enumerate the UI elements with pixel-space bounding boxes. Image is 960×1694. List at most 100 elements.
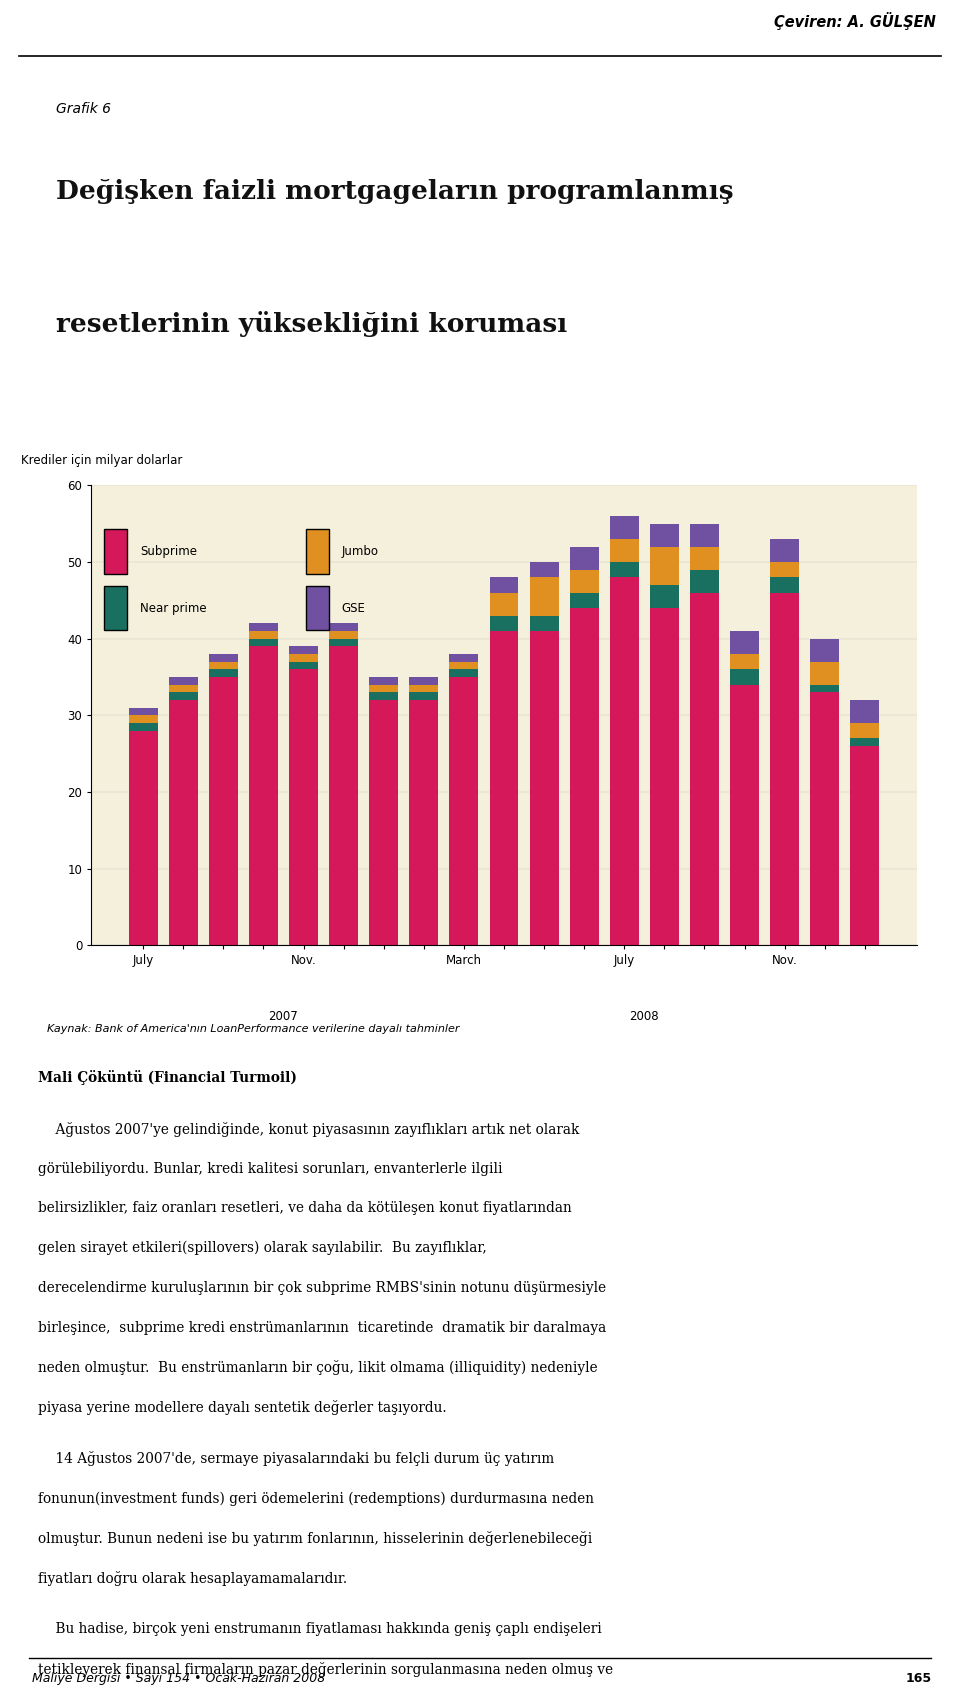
Bar [370, 700, 398, 945]
Bar [449, 662, 478, 669]
Bar [810, 639, 839, 662]
Bar [329, 647, 358, 945]
Bar [731, 684, 759, 945]
Text: 165: 165 [905, 1672, 931, 1686]
Bar [169, 678, 198, 684]
Bar [650, 523, 679, 547]
Text: resetlerinin yüksekliğini koruması: resetlerinin yüksekliğini koruması [56, 310, 567, 337]
Bar [169, 700, 198, 945]
FancyBboxPatch shape [305, 586, 329, 630]
Text: GSE: GSE [342, 601, 366, 615]
Text: olmuştur. Bunun nedeni ise bu yatırım fonlarının, hisselerinin değerlenebileceği: olmuştur. Bunun nedeni ise bu yatırım fo… [38, 1531, 592, 1547]
Bar [610, 539, 638, 562]
Bar [610, 562, 638, 578]
Text: Jumbo: Jumbo [342, 545, 378, 557]
Bar [731, 630, 759, 654]
Bar [770, 539, 799, 562]
Bar [490, 630, 518, 945]
Bar [690, 547, 719, 569]
Text: fiyatları doğru olarak hesaplayamamalarıdır.: fiyatları doğru olarak hesaplayamamaları… [38, 1570, 348, 1586]
Bar [810, 693, 839, 945]
Text: Değişken faizli mortgageların programlanmış: Değişken faizli mortgageların programlan… [56, 180, 733, 203]
Text: Krediler için milyar dolarlar: Krediler için milyar dolarlar [21, 454, 182, 468]
Bar [490, 615, 518, 630]
Text: Subprime: Subprime [140, 545, 197, 557]
Text: birleşince,  subprime kredi enstrümanlarının  ticaretinde  dramatik bir daralmay: birleşince, subprime kredi enstrümanları… [38, 1321, 607, 1335]
Bar [530, 630, 559, 945]
Bar [169, 684, 198, 693]
Text: görülebiliyordu. Bunlar, kredi kalitesi sorunları, envanterlerle ilgili: görülebiliyordu. Bunlar, kredi kalitesi … [38, 1162, 503, 1176]
Text: neden olmuştur.  Bu enstrümanların bir çoğu, likit olmama (illiquidity) nedeniyl: neden olmuştur. Bu enstrümanların bir ço… [38, 1360, 598, 1376]
Bar [650, 608, 679, 945]
Bar [569, 608, 599, 945]
Bar [490, 578, 518, 593]
Text: piyasa yerine modellere dayalı sentetik değerler taşıyordu.: piyasa yerine modellere dayalı sentetik … [38, 1399, 447, 1414]
Bar [851, 745, 879, 945]
Bar [409, 684, 439, 693]
Text: gelen sirayet etkileri(spillovers) olarak sayılabilir.  Bu zayıflıklar,: gelen sirayet etkileri(spillovers) olara… [38, 1242, 487, 1255]
Bar [530, 615, 559, 630]
FancyBboxPatch shape [305, 529, 329, 574]
FancyBboxPatch shape [105, 529, 128, 574]
Text: Kaynak: Bank of America'nın LoanPerformance verilerine dayalı tahminler: Kaynak: Bank of America'nın LoanPerforma… [47, 1023, 459, 1033]
Text: Bu hadise, birçok yeni enstrumanın fiyatlaması hakkında geniş çaplı endişeleri: Bu hadise, birçok yeni enstrumanın fiyat… [38, 1623, 602, 1636]
Bar [289, 647, 318, 654]
Bar [449, 678, 478, 945]
Bar [289, 662, 318, 669]
Bar [851, 723, 879, 739]
Bar [530, 562, 559, 578]
Bar [449, 654, 478, 662]
Text: Maliye Dergisi • Sayı 154 • Ocak-Haziran 2008: Maliye Dergisi • Sayı 154 • Ocak-Haziran… [32, 1672, 324, 1686]
Bar [289, 669, 318, 945]
Bar [129, 723, 157, 730]
Bar [569, 547, 599, 569]
Text: Grafik 6: Grafik 6 [56, 102, 111, 117]
Text: Ağustos 2007'ye gelindiğinde, konut piyasasının zayıflıkları artık net olarak: Ağustos 2007'ye gelindiğinde, konut piya… [38, 1121, 580, 1137]
Text: Çeviren: A. GÜLŞEN: Çeviren: A. GÜLŞEN [774, 12, 936, 30]
Bar [409, 700, 439, 945]
Text: 2008: 2008 [630, 1010, 660, 1023]
Bar [249, 639, 277, 647]
Text: derecelendirme kuruluşlarının bir çok subprime RMBS'sinin notunu düşürmesiyle: derecelendirme kuruluşlarının bir çok su… [38, 1281, 607, 1294]
Bar [409, 693, 439, 700]
Bar [370, 693, 398, 700]
Text: belirsizlikler, faiz oranları resetleri, ve daha da kötüleşen konut fiyatlarında: belirsizlikler, faiz oranları resetleri,… [38, 1201, 572, 1215]
Bar [129, 715, 157, 723]
Bar [690, 593, 719, 945]
Text: fonunun(investment funds) geri ödemelerini (redemptions) durdurmasına neden: fonunun(investment funds) geri ödemeleri… [38, 1491, 594, 1506]
Bar [851, 700, 879, 723]
Bar [449, 669, 478, 678]
Text: 14 Ağustos 2007'de, sermaye piyasalarındaki bu felçli durum üç yatırım: 14 Ağustos 2007'de, sermaye piyasalarınd… [38, 1452, 555, 1467]
Bar [490, 593, 518, 615]
Bar [129, 708, 157, 715]
Bar [209, 654, 238, 662]
Bar [690, 523, 719, 547]
FancyBboxPatch shape [105, 586, 128, 630]
Bar [650, 584, 679, 608]
Bar [249, 630, 277, 639]
Bar [610, 578, 638, 945]
Bar [610, 517, 638, 539]
Bar [770, 578, 799, 593]
Bar [209, 678, 238, 945]
Bar [569, 593, 599, 608]
Bar [650, 547, 679, 584]
Bar [731, 654, 759, 669]
Bar [329, 639, 358, 647]
Bar [690, 569, 719, 593]
Bar [209, 662, 238, 669]
Bar [810, 684, 839, 693]
Bar [409, 678, 439, 684]
Text: 2007: 2007 [269, 1010, 299, 1023]
Bar [731, 669, 759, 684]
Bar [851, 739, 879, 745]
Text: tetikleyerek finansal firmaların pazar değerlerinin sorgulanmasına neden olmuş v: tetikleyerek finansal firmaların pazar d… [38, 1662, 613, 1677]
Bar [249, 647, 277, 945]
Text: Near prime: Near prime [140, 601, 206, 615]
Bar [329, 630, 358, 639]
Bar [370, 684, 398, 693]
Text: Mali Çöküntü (Financial Turmoil): Mali Çöküntü (Financial Turmoil) [38, 1071, 298, 1086]
Bar [810, 662, 839, 684]
Bar [770, 562, 799, 578]
Bar [569, 569, 599, 593]
